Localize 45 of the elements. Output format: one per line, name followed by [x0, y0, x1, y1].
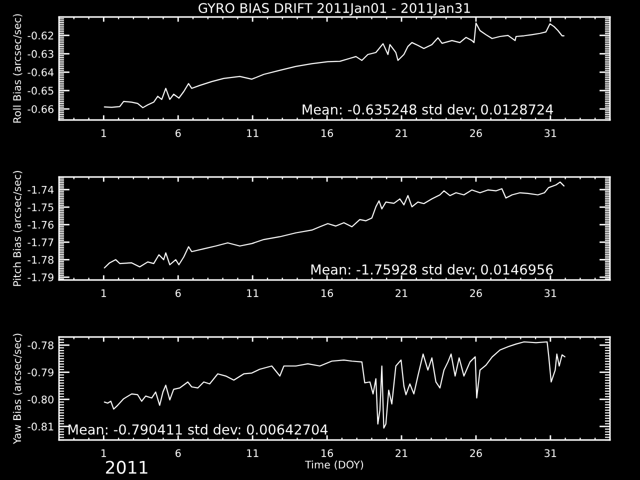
x-tick-label: 16 — [322, 289, 334, 298]
x-tick-label: 31 — [544, 289, 556, 298]
y-tick-label: -0.80 — [28, 396, 54, 404]
annotation: Mean: -1.75928 std dev: 0.0146956 — [311, 264, 553, 275]
x-tick-label: 31 — [544, 449, 556, 458]
x-tick-label: 6 — [176, 449, 181, 458]
x-tick-label: 26 — [470, 449, 482, 458]
y-tick-label: -0.81 — [28, 422, 54, 431]
x-tick-label: 1 — [102, 449, 106, 457]
x-tick-label: 6 — [176, 289, 181, 298]
y-tick-label: -1.74 — [28, 186, 54, 194]
x-tick-label: 11 — [247, 449, 258, 457]
y-tick-label: -1.78 — [28, 256, 54, 264]
y-tick-label: -1.75 — [28, 203, 54, 212]
y-tick-label: -0.65 — [28, 86, 54, 95]
x-tick-label: 16 — [322, 129, 334, 138]
y-tick-label: -1.76 — [28, 220, 54, 229]
y-tick-label: -1.77 — [28, 238, 54, 246]
x-tick-label: 1 — [102, 289, 106, 297]
x-tick-label: 6 — [176, 129, 181, 138]
x-tick-label: 26 — [470, 129, 482, 138]
x-axis-title: Time (DOY) — [305, 460, 364, 470]
x-tick-label: 26 — [470, 289, 482, 298]
annotation: Mean: -0.790411 std dev: 0.00642704 — [68, 424, 328, 435]
y-tick-label: -0.79 — [28, 368, 54, 376]
y-tick-label: -0.62 — [28, 32, 54, 40]
y-tick-label: -1.79 — [28, 273, 54, 282]
y-tick-label: -0.63 — [28, 50, 54, 58]
y-tick-label: -0.78 — [28, 341, 54, 350]
text: 2011 — [106, 460, 148, 474]
x-tick-label: 16 — [322, 449, 334, 458]
x-tick-label: 21 — [396, 129, 408, 137]
y-tick-label: -0.66 — [28, 105, 54, 114]
chart-title: GYRO BIAS DRIFT 2011Jan01 - 2011Jan31 — [198, 3, 470, 16]
x-tick-label: 21 — [396, 289, 408, 297]
x-tick-label: 21 — [396, 449, 408, 457]
annotation: Mean: -0.635248 std dev: 0.0128724 — [302, 104, 554, 115]
x-tick-label: 11 — [247, 129, 258, 137]
y-axis-title: Yaw Bias (arcsec/sec) — [12, 334, 22, 444]
y-axis-title: Pitch Bias (arcsec/sec) — [12, 171, 22, 286]
x-tick-label: 11 — [247, 289, 258, 297]
x-tick-label: 1 — [102, 129, 106, 137]
y-tick-label: -0.64 — [28, 68, 54, 76]
y-axis-title: Roll Bias (arcsec/sec) — [12, 14, 22, 123]
x-tick-label: 31 — [544, 129, 556, 138]
